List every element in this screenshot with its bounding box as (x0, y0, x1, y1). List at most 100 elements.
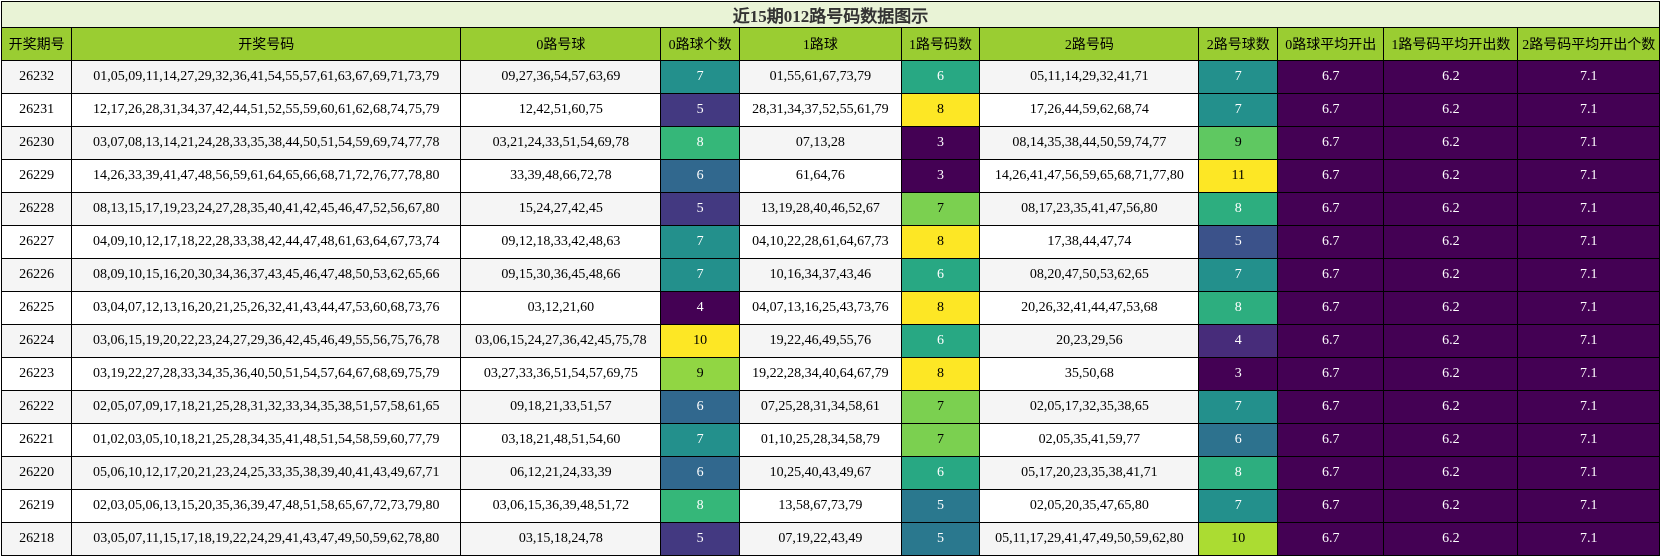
cell-route2-count: 7 (1198, 489, 1279, 523)
cell-winning-numbers: 04,09,10,12,17,18,22,28,33,38,42,44,47,4… (71, 225, 462, 259)
cell-draw-number: 26224 (0, 324, 73, 358)
cell-route1-balls: 07,19,22,43,49 (739, 522, 902, 556)
cell-route1-balls: 13,19,28,40,46,52,67 (739, 192, 902, 226)
table-title: 近15期012路号码数据图示 (1, 1, 1660, 28)
cell-route1-average: 6.2 (1383, 423, 1519, 457)
header-row: 开奖期号 开奖号码 0路号球 0路球个数 1路球 1路号码数 2路号码 2路号球… (0, 27, 1660, 61)
cell-route1-count: 5 (900, 489, 981, 523)
cell-route2-average: 7.1 (1517, 357, 1660, 391)
header-route1-balls: 1路球 (739, 27, 902, 61)
cell-route1-count: 6 (900, 456, 981, 490)
cell-route2-count: 3 (1198, 357, 1279, 391)
cell-route2-count: 11 (1198, 159, 1279, 193)
cell-route0-average: 6.7 (1277, 93, 1385, 127)
table-row: 26228 08,13,15,17,19,23,24,27,28,35,40,41… (0, 192, 1660, 226)
cell-route2-balls: 17,26,44,59,62,68,74 (979, 93, 1200, 127)
cell-route2-balls: 05,17,20,23,35,38,41,71 (979, 456, 1200, 490)
header-route0-count: 0路球个数 (660, 27, 741, 61)
cell-winning-numbers: 08,09,10,15,16,20,30,34,36,37,43,45,46,4… (71, 258, 462, 292)
cell-route1-count: 7 (900, 192, 981, 226)
cell-route1-balls: 04,10,22,28,61,64,67,73 (739, 225, 902, 259)
cell-route1-count: 8 (900, 357, 981, 391)
cell-route0-count: 7 (660, 225, 741, 259)
cell-route0-balls: 15,24,27,42,45 (460, 192, 662, 226)
header-route0-average: 0路球平均开出 (1277, 27, 1385, 61)
cell-route2-average: 7.1 (1517, 390, 1660, 424)
cell-route0-average: 6.7 (1277, 324, 1385, 358)
cell-draw-number: 26232 (0, 60, 73, 94)
cell-route1-balls: 28,31,34,37,52,55,61,79 (739, 93, 902, 127)
cell-route0-balls: 03,18,21,48,51,54,60 (460, 423, 662, 457)
cell-route2-balls: 35,50,68 (979, 357, 1200, 391)
cell-winning-numbers: 01,02,03,05,10,18,21,25,28,34,35,41,48,5… (71, 423, 462, 457)
cell-route0-average: 6.7 (1277, 489, 1385, 523)
cell-route0-average: 6.7 (1277, 423, 1385, 457)
cell-route2-balls: 02,05,35,41,59,77 (979, 423, 1200, 457)
cell-route1-balls: 10,16,34,37,43,46 (739, 258, 902, 292)
cell-route2-count: 8 (1198, 192, 1279, 226)
cell-route2-average: 7.1 (1517, 192, 1660, 226)
cell-route0-average: 6.7 (1277, 159, 1385, 193)
cell-route0-balls: 09,18,21,33,51,57 (460, 390, 662, 424)
cell-route1-balls: 07,13,28 (739, 126, 902, 160)
cell-route2-balls: 02,05,17,32,35,38,65 (979, 390, 1200, 424)
cell-route1-average: 6.2 (1383, 291, 1519, 325)
header-route1-count: 1路号码数 (900, 27, 981, 61)
cell-route1-count: 8 (900, 291, 981, 325)
cell-route2-average: 7.1 (1517, 522, 1660, 556)
cell-route0-count: 7 (660, 258, 741, 292)
cell-route1-count: 8 (900, 225, 981, 259)
cell-route0-count: 4 (660, 291, 741, 325)
cell-route2-balls: 08,14,35,38,44,50,59,74,77 (979, 126, 1200, 160)
cell-route1-balls: 07,25,28,31,34,58,61 (739, 390, 902, 424)
table-row: 26232 01,05,09,11,14,27,29,32,36,41,54,55… (0, 60, 1660, 94)
cell-winning-numbers: 03,04,07,12,13,16,20,21,25,26,32,41,43,4… (71, 291, 462, 325)
cell-route0-balls: 09,27,36,54,57,63,69 (460, 60, 662, 94)
table-row: 26219 02,03,05,06,13,15,20,35,36,39,47,48… (0, 489, 1660, 523)
cell-route0-average: 6.7 (1277, 225, 1385, 259)
cell-winning-numbers: 05,06,10,12,17,20,21,23,24,25,33,35,38,3… (71, 456, 462, 490)
cell-draw-number: 26229 (0, 159, 73, 193)
cell-winning-numbers: 08,13,15,17,19,23,24,27,28,35,40,41,42,4… (71, 192, 462, 226)
cell-route1-balls: 04,07,13,16,25,43,73,76 (739, 291, 902, 325)
cell-route0-count: 6 (660, 390, 741, 424)
cell-route1-count: 3 (900, 126, 981, 160)
cell-route0-balls: 03,15,18,24,78 (460, 522, 662, 556)
cell-draw-number: 26219 (0, 489, 73, 523)
cell-winning-numbers: 02,05,07,09,17,18,21,25,28,31,32,33,34,3… (71, 390, 462, 424)
cell-route1-average: 6.2 (1383, 225, 1519, 259)
cell-route0-balls: 33,39,48,66,72,78 (460, 159, 662, 193)
cell-route0-count: 8 (660, 126, 741, 160)
cell-route0-balls: 03,21,24,33,51,54,69,78 (460, 126, 662, 160)
cell-route2-average: 7.1 (1517, 60, 1660, 94)
cell-route2-balls: 08,17,23,35,41,47,56,80 (979, 192, 1200, 226)
cell-route0-count: 5 (660, 192, 741, 226)
cell-route1-balls: 61,64,76 (739, 159, 902, 193)
cell-winning-numbers: 14,26,33,39,41,47,48,56,59,61,64,65,66,6… (71, 159, 462, 193)
cell-route0-average: 6.7 (1277, 456, 1385, 490)
cell-route1-average: 6.2 (1383, 192, 1519, 226)
cell-route1-balls: 01,55,61,67,73,79 (739, 60, 902, 94)
cell-route0-count: 6 (660, 159, 741, 193)
cell-route1-count: 6 (900, 324, 981, 358)
cell-route0-balls: 03,27,33,36,51,54,57,69,75 (460, 357, 662, 391)
cell-route2-count: 5 (1198, 225, 1279, 259)
cell-route1-average: 6.2 (1383, 93, 1519, 127)
cell-route1-balls: 19,22,46,49,55,76 (739, 324, 902, 358)
cell-route0-count: 6 (660, 456, 741, 490)
cell-route0-balls: 12,42,51,60,75 (460, 93, 662, 127)
cell-draw-number: 26226 (0, 258, 73, 292)
cell-route2-average: 7.1 (1517, 126, 1660, 160)
cell-route2-count: 7 (1198, 258, 1279, 292)
cell-route1-average: 6.2 (1383, 390, 1519, 424)
cell-route0-count: 7 (660, 60, 741, 94)
cell-route1-average: 6.2 (1383, 60, 1519, 94)
table-row: 26220 05,06,10,12,17,20,21,23,24,25,33,35… (0, 456, 1660, 490)
cell-route0-count: 10 (660, 324, 741, 358)
table-row: 26222 02,05,07,09,17,18,21,25,28,31,32,33… (0, 390, 1660, 424)
cell-route1-count: 6 (900, 60, 981, 94)
cell-route0-average: 6.7 (1277, 192, 1385, 226)
cell-route0-count: 5 (660, 522, 741, 556)
cell-route0-balls: 03,06,15,24,27,36,42,45,75,78 (460, 324, 662, 358)
